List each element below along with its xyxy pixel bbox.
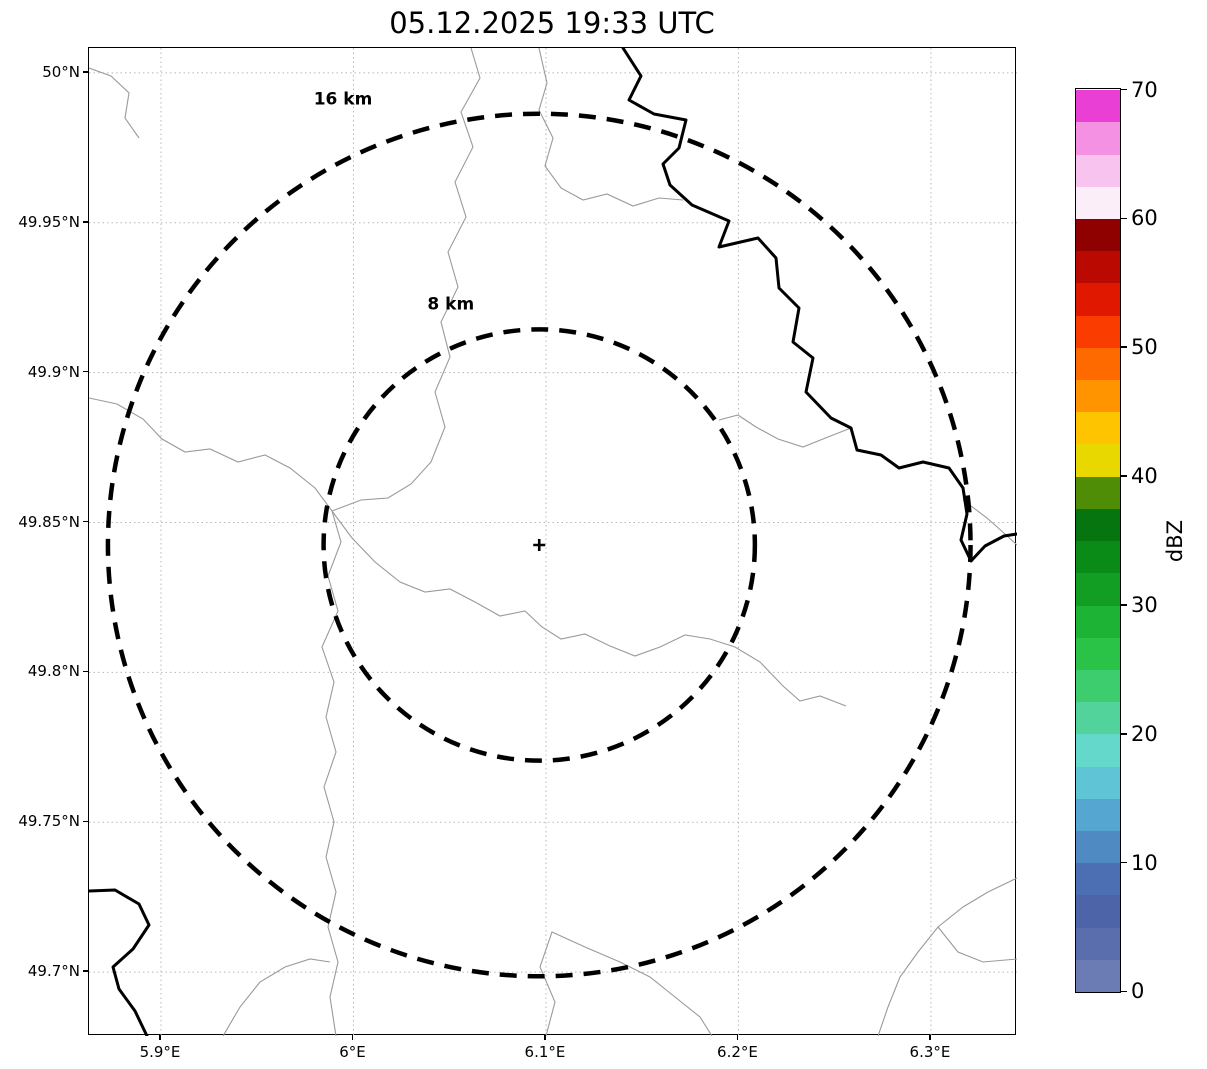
colorbar-tick-label: 0 — [1131, 979, 1145, 1004]
colorbar-segment — [1076, 894, 1120, 928]
border-line-thin — [539, 931, 713, 1036]
x-tick-mark — [929, 1035, 931, 1040]
colorbar-tick-mark — [1121, 990, 1127, 993]
chart-title: 05.12.2025 19:33 UTC — [389, 6, 715, 40]
x-tick-label: 6.2°E — [717, 1043, 758, 1061]
border-line-thin — [877, 877, 1017, 1036]
colorbar-tick-label: 20 — [1131, 721, 1158, 746]
border-line-thin — [937, 926, 1017, 963]
colorbar-segment — [1076, 862, 1120, 896]
colorbar-tick-mark — [1121, 88, 1127, 91]
border-line-thin — [962, 499, 1017, 546]
colorbar-tick-mark — [1121, 861, 1127, 864]
colorbar-segment — [1076, 411, 1120, 445]
colorbar-segment — [1076, 218, 1120, 252]
colorbar-tick-mark — [1121, 475, 1127, 477]
x-tick-label: 6.3°E — [909, 1043, 951, 1061]
range-ring-16km — [105, 111, 973, 979]
y-tick-label: 49.85°N — [18, 512, 80, 531]
border-line-thin — [331, 510, 736, 657]
x-tick-mark — [544, 1035, 546, 1040]
border-line-thin — [321, 510, 342, 1036]
colorbar-tick-label: 60 — [1131, 206, 1158, 231]
colorbar-segment — [1076, 604, 1120, 638]
radar-center-marker — [533, 538, 546, 551]
colorbar-segment — [1076, 121, 1120, 155]
colorbar-axis-label: dBZ — [1163, 519, 1187, 563]
y-tick-label: 49.75°N — [18, 812, 80, 831]
y-tick-label: 49.8°N — [27, 662, 80, 681]
colorbar-segment — [1076, 540, 1120, 574]
y-tick-label: 49.9°N — [27, 362, 80, 381]
colorbar — [1075, 88, 1121, 993]
map-plot-area: 16 km 8 km — [88, 47, 1017, 1036]
colorbar-segment — [1076, 701, 1120, 735]
colorbar-segment — [1076, 733, 1120, 767]
colorbar-segment — [1076, 476, 1120, 509]
colorbar-segment — [1076, 765, 1120, 799]
colorbar-tick-mark — [1121, 604, 1127, 606]
colorbar-segment — [1076, 315, 1120, 348]
y-tick-mark — [83, 520, 88, 523]
y-tick-mark — [83, 71, 88, 73]
y-tick-mark — [83, 970, 88, 972]
x-tick-label: 5.9°E — [139, 1043, 181, 1061]
colorbar-segment — [1076, 89, 1120, 123]
y-tick-label: 49.95°N — [18, 212, 80, 231]
colorbar-segment — [1076, 637, 1120, 670]
range-ring-label-16km: 16 km — [314, 90, 373, 110]
x-tick-label: 6°E — [339, 1043, 366, 1061]
border-line-thick — [621, 48, 1017, 563]
colorbar-segment — [1076, 186, 1120, 220]
colorbar-segment — [1076, 154, 1120, 187]
border-line-thin — [89, 397, 333, 512]
x-tick-mark — [736, 1035, 739, 1040]
map-svg: 16 km 8 km — [89, 48, 1017, 1036]
colorbar-segment — [1076, 379, 1120, 413]
border-line-thick — [89, 888, 151, 1036]
colorbar-segment — [1076, 250, 1120, 284]
colorbar-segment — [1076, 830, 1120, 864]
border-line-thin — [718, 414, 852, 448]
colorbar-segment — [1076, 959, 1120, 992]
x-tick-mark — [351, 1035, 354, 1040]
border-line-thin — [734, 646, 847, 707]
colorbar-segment — [1076, 669, 1120, 703]
border-line-thin — [89, 67, 140, 139]
border-line-thin — [222, 958, 331, 1036]
y-tick-label: 50°N — [42, 62, 80, 81]
colorbar-segment — [1076, 347, 1120, 381]
colorbar-segment — [1076, 443, 1120, 477]
colorbar-segment — [1076, 927, 1120, 960]
range-ring-label-8km: 8 km — [427, 294, 474, 314]
border-line-thin — [331, 48, 481, 512]
colorbar-tick-mark — [1121, 217, 1127, 220]
y-tick-mark — [83, 370, 88, 373]
colorbar-segment — [1076, 572, 1120, 606]
colorbar-tick-label: 10 — [1131, 850, 1158, 875]
y-tick-label: 49.7°N — [27, 962, 80, 981]
colorbar-segment — [1076, 282, 1120, 316]
x-tick-label: 6.1°E — [524, 1043, 566, 1061]
colorbar-tick-mark — [1121, 346, 1127, 349]
y-tick-mark — [83, 820, 88, 823]
colorbar-tick-label: 70 — [1131, 77, 1158, 102]
y-tick-mark — [83, 670, 88, 673]
colorbar-segment — [1076, 798, 1120, 831]
range-ring-8km — [321, 327, 758, 763]
colorbar-tick-label: 50 — [1131, 335, 1158, 360]
border-line-thin — [538, 48, 684, 207]
x-tick-mark — [159, 1035, 161, 1040]
colorbar-tick-label: 30 — [1131, 592, 1158, 617]
colorbar-tick-label: 40 — [1131, 464, 1158, 489]
colorbar-segment — [1076, 508, 1120, 542]
y-tick-mark — [83, 221, 88, 223]
colorbar-tick-mark — [1121, 732, 1127, 735]
